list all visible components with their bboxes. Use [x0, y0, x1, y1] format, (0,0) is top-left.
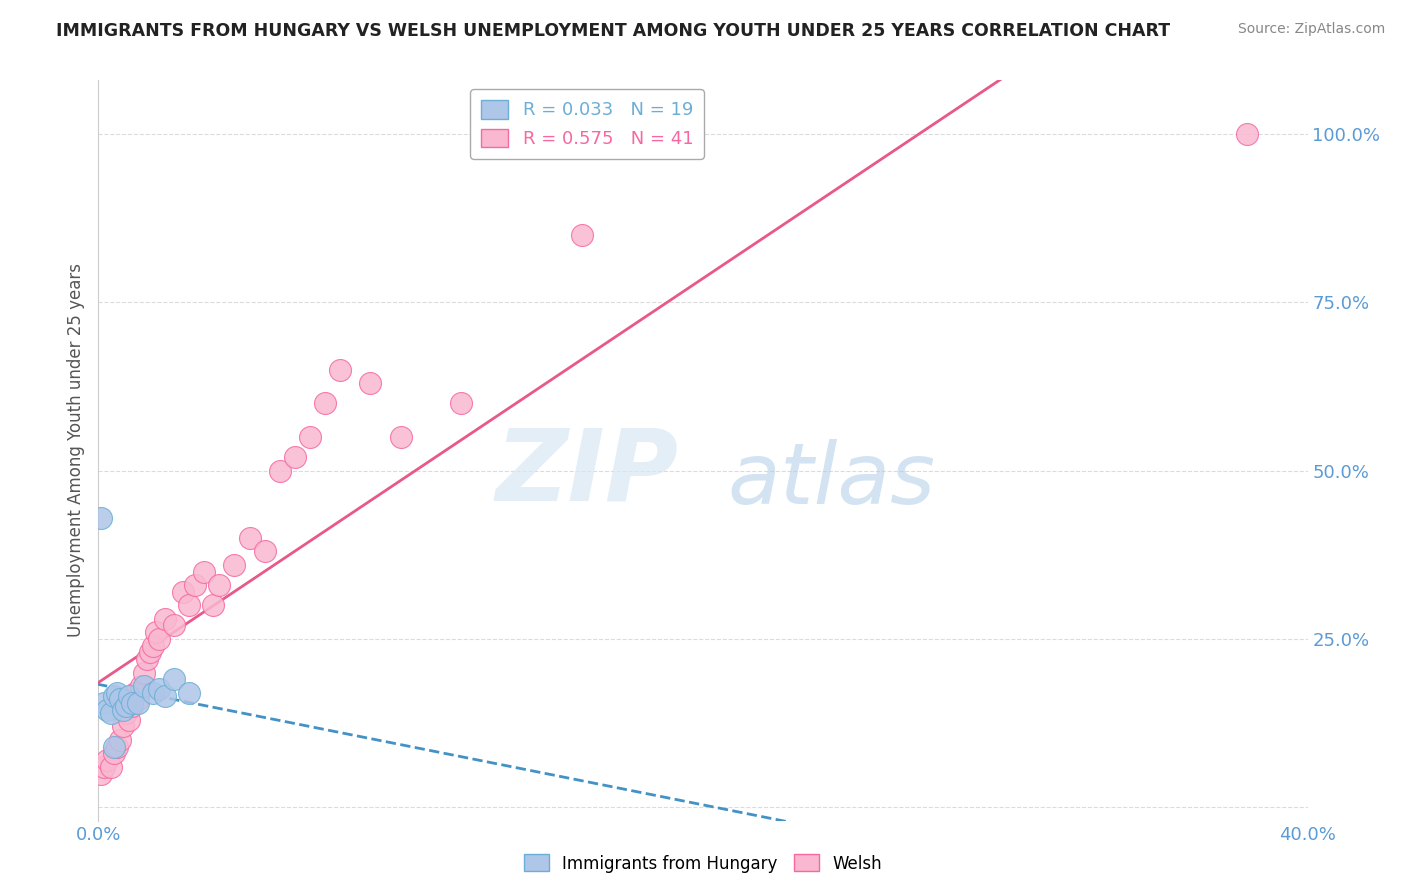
Point — [93, 760, 115, 774]
Point — [90, 510, 112, 524]
Point — [202, 599, 225, 613]
Point — [389, 430, 412, 444]
Point — [571, 228, 593, 243]
Point — [184, 578, 207, 592]
Point — [153, 689, 176, 703]
Point — [90, 766, 112, 780]
Point — [100, 706, 122, 720]
Point — [108, 732, 131, 747]
Point — [105, 739, 128, 754]
Point — [239, 531, 262, 545]
Point — [1236, 127, 1258, 141]
Point — [127, 692, 149, 706]
Point — [108, 692, 131, 706]
Point — [360, 376, 382, 391]
Point — [163, 673, 186, 687]
Point — [148, 682, 170, 697]
Text: ZIP: ZIP — [496, 425, 679, 521]
Point — [142, 686, 165, 700]
Point — [118, 713, 141, 727]
Point — [127, 696, 149, 710]
Point — [103, 747, 125, 761]
Legend: Immigrants from Hungary, Welsh: Immigrants from Hungary, Welsh — [517, 847, 889, 880]
Y-axis label: Unemployment Among Youth under 25 years: Unemployment Among Youth under 25 years — [66, 263, 84, 638]
Point — [284, 450, 307, 465]
Text: IMMIGRANTS FROM HUNGARY VS WELSH UNEMPLOYMENT AMONG YOUTH UNDER 25 YEARS CORRELA: IMMIGRANTS FROM HUNGARY VS WELSH UNEMPLO… — [56, 22, 1170, 40]
Point — [299, 430, 322, 444]
Point — [329, 362, 352, 376]
Text: Source: ZipAtlas.com: Source: ZipAtlas.com — [1237, 22, 1385, 37]
Point — [179, 686, 201, 700]
Point — [118, 689, 141, 703]
Point — [121, 696, 143, 710]
Point — [139, 645, 162, 659]
Point — [179, 599, 201, 613]
Legend: R = 0.033   N = 19, R = 0.575   N = 41: R = 0.033 N = 19, R = 0.575 N = 41 — [470, 89, 704, 159]
Point — [142, 639, 165, 653]
Point — [100, 760, 122, 774]
Point — [111, 703, 134, 717]
Point — [114, 699, 136, 714]
Point — [208, 578, 231, 592]
Point — [163, 618, 186, 632]
Point — [103, 689, 125, 703]
Point — [121, 699, 143, 714]
Point — [253, 544, 276, 558]
Point — [103, 739, 125, 754]
Point — [193, 565, 215, 579]
Point — [105, 686, 128, 700]
Point — [96, 703, 118, 717]
Text: atlas: atlas — [727, 439, 935, 522]
Point — [96, 753, 118, 767]
Point — [114, 706, 136, 720]
Point — [172, 584, 194, 599]
Point — [129, 679, 152, 693]
Point — [269, 464, 291, 478]
Point — [93, 696, 115, 710]
Point — [111, 719, 134, 733]
Point — [132, 679, 155, 693]
Point — [132, 665, 155, 680]
Point — [135, 652, 157, 666]
Point — [145, 625, 167, 640]
Point — [224, 558, 246, 572]
Point — [148, 632, 170, 646]
Point — [124, 686, 146, 700]
Point — [153, 612, 176, 626]
Point — [314, 396, 336, 410]
Point — [450, 396, 472, 410]
